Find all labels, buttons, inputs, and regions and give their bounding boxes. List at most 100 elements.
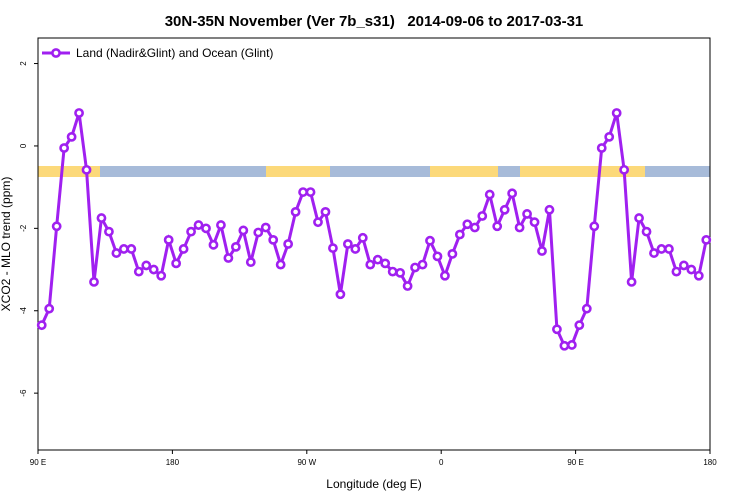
data-point — [350, 244, 361, 254]
data-point — [36, 320, 47, 331]
x-tick-label: 90 E — [30, 458, 46, 467]
data-point — [380, 258, 391, 269]
data-point — [492, 221, 503, 232]
data-point — [216, 220, 226, 230]
x-tick-label: 180 — [166, 458, 180, 467]
x-tick-label: 0 — [439, 458, 444, 467]
data-point — [104, 226, 114, 237]
data-point — [649, 248, 659, 258]
y-axis-label: XCO2 - MLO trend (ppm) — [0, 177, 13, 312]
data-point — [245, 257, 256, 268]
data-point — [454, 229, 465, 240]
data-point — [596, 143, 607, 153]
data-point — [537, 246, 547, 256]
data-point — [365, 259, 376, 270]
data-point — [410, 262, 420, 273]
data-point — [201, 223, 211, 234]
data-point — [186, 226, 196, 237]
data-point — [402, 281, 413, 291]
data-point — [320, 206, 331, 217]
data-point — [634, 213, 644, 223]
data-point — [313, 217, 323, 228]
y-tick-label: -4 — [19, 307, 28, 315]
x-tick-label: 90 E — [567, 458, 583, 467]
y-tick-label: 2 — [19, 61, 28, 66]
data-point — [544, 204, 555, 215]
data-point — [89, 277, 99, 287]
data-point — [298, 187, 308, 197]
data-point — [193, 220, 204, 230]
data-point — [671, 266, 682, 277]
data-point — [357, 232, 368, 243]
data-point — [342, 239, 353, 249]
data-point — [477, 211, 488, 221]
plot-frame — [37, 37, 711, 451]
x-axis-label: Longitude (deg E) — [326, 477, 421, 491]
data-point — [664, 244, 674, 254]
data-point — [163, 234, 174, 245]
data-point — [656, 244, 667, 254]
data-point — [417, 259, 428, 270]
data-point — [447, 248, 458, 259]
data-point — [260, 222, 271, 233]
data-point — [514, 222, 525, 233]
data-point — [305, 187, 316, 197]
data-point — [223, 253, 234, 263]
data-point — [290, 206, 301, 217]
data-point — [74, 108, 84, 118]
x-tick-label: 90 W — [297, 458, 316, 467]
data-point — [432, 251, 443, 262]
data-point — [126, 244, 137, 254]
data-point — [469, 222, 480, 233]
data-point — [133, 266, 144, 277]
data-point — [604, 131, 615, 142]
data-point — [118, 244, 129, 254]
data-point — [678, 260, 689, 271]
data-point — [611, 108, 622, 118]
data-point — [701, 234, 712, 245]
data-point — [148, 264, 159, 275]
legend-label: Land (Nadir&Glint) and Ocean (Glint) — [76, 46, 273, 60]
data-point — [51, 221, 62, 232]
data-point — [268, 234, 279, 245]
data-point — [395, 267, 406, 278]
chart-title: 30N-35N November (Ver 7b_s31) 2014-09-06… — [165, 13, 584, 30]
data-point — [693, 270, 704, 281]
data-point — [372, 254, 383, 265]
data-point — [484, 189, 495, 200]
data-point — [626, 277, 637, 287]
data-point — [208, 239, 219, 250]
data-point — [230, 241, 241, 252]
data-point — [328, 243, 338, 254]
data-point — [156, 270, 167, 281]
y-tick-label: 0 — [19, 143, 28, 148]
data-point — [574, 320, 585, 331]
data-point — [96, 213, 107, 223]
data-point — [81, 164, 92, 175]
data-point — [44, 303, 55, 314]
y-tick-label: -2 — [19, 224, 28, 232]
data-point — [283, 239, 294, 249]
y-tick-label: -6 — [19, 389, 28, 397]
data-point — [552, 324, 562, 335]
data-point — [462, 219, 473, 230]
data-point — [111, 248, 122, 258]
data-point — [178, 244, 189, 254]
data-point — [425, 235, 435, 246]
data-point — [141, 260, 152, 271]
data-point — [589, 221, 600, 232]
data-point — [641, 226, 652, 237]
data-point — [529, 217, 540, 228]
data-point — [66, 131, 77, 142]
data-point — [275, 259, 286, 270]
data-point — [440, 270, 450, 281]
data-point — [619, 164, 630, 175]
data-point — [253, 227, 264, 238]
data-point — [499, 204, 510, 215]
data-point — [522, 209, 532, 219]
data-point — [686, 264, 697, 275]
data-point — [335, 289, 346, 300]
data-point — [581, 303, 592, 314]
land-ocean-strip — [38, 166, 710, 177]
